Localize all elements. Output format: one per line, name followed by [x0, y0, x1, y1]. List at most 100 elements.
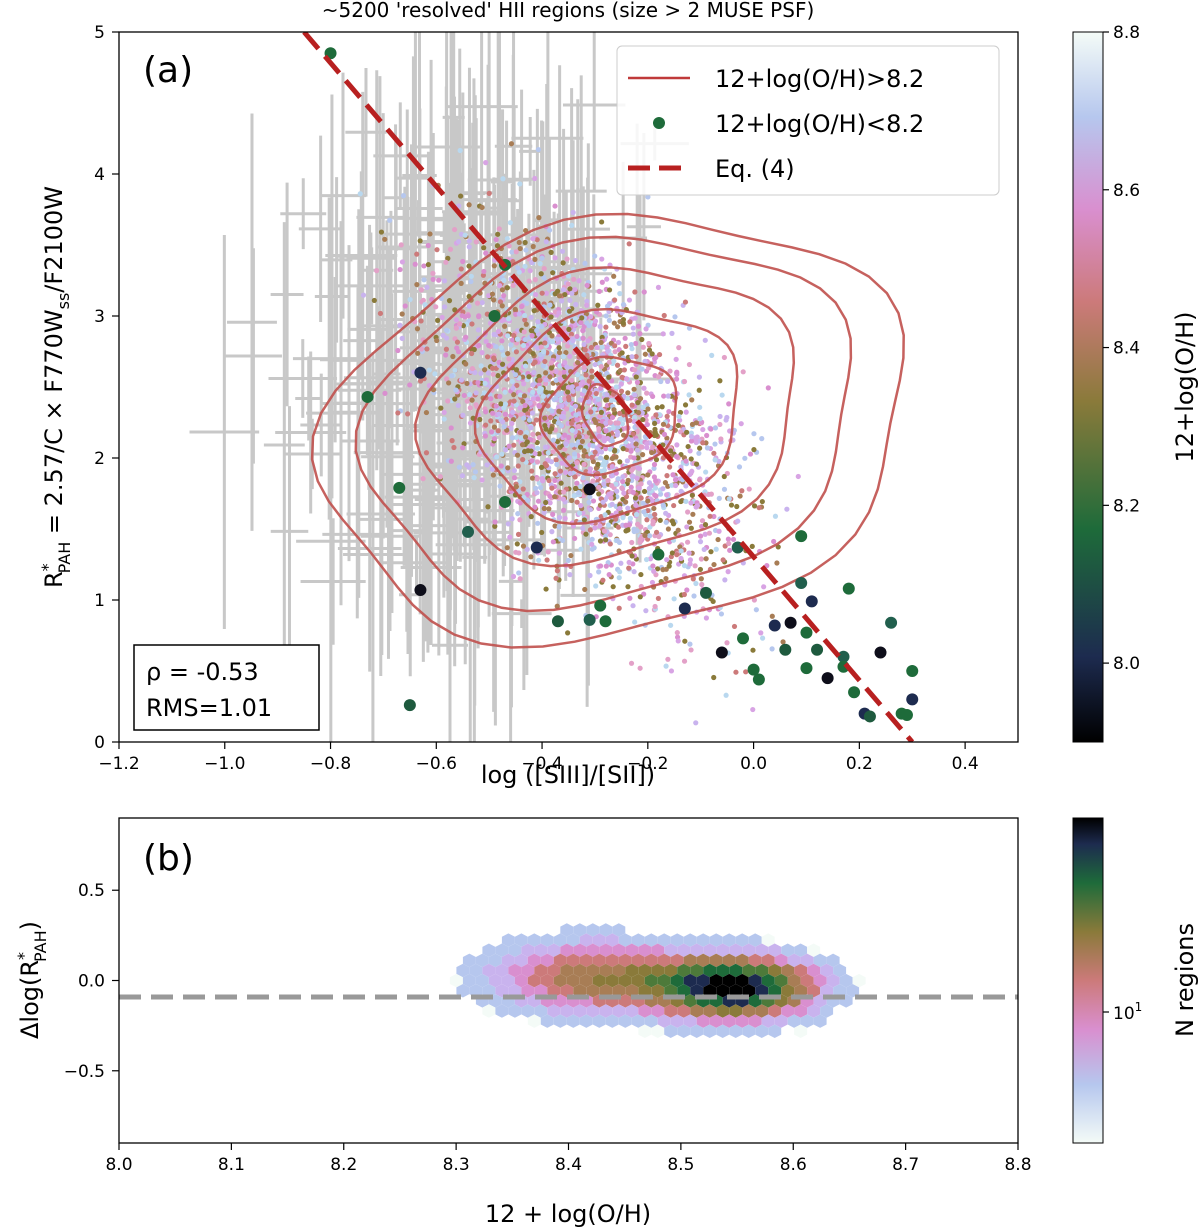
scatter-point — [527, 400, 533, 406]
scatter-point — [584, 298, 590, 304]
scatter-point — [418, 287, 425, 293]
error-bar — [275, 351, 347, 514]
scatter-point — [624, 376, 630, 382]
scatter-point — [552, 291, 558, 297]
scatter-point — [698, 556, 704, 562]
hex-bin — [703, 943, 717, 957]
scatter-point — [653, 412, 659, 418]
scatter-point — [620, 515, 626, 521]
scatter-point — [599, 344, 605, 350]
colorbar-tick-label: 8.8 — [1113, 23, 1140, 43]
hex-bin — [729, 943, 743, 957]
scatter-point — [688, 438, 695, 444]
y-tick-label: 5 — [94, 23, 105, 43]
hex-bin — [599, 1004, 613, 1018]
scatter-point — [491, 297, 497, 303]
scatter-point — [519, 303, 525, 310]
scatter-point — [510, 385, 516, 391]
hex-bin — [631, 953, 645, 968]
scatter-point — [539, 529, 545, 536]
scatter-point — [676, 413, 682, 420]
panel-b: 8.0 8.1 8.2 8.3 8.4 8.5 8.6 8.7 8.8 0.5 0.0 −0.5 (… — [14, 817, 1199, 1228]
hex-bin — [794, 943, 808, 957]
hex-bin — [612, 923, 626, 937]
scatter-point — [513, 367, 520, 373]
scatter-point — [538, 344, 544, 350]
hex-bin — [722, 973, 736, 988]
scatter-point — [650, 521, 656, 527]
hex-bin — [566, 973, 580, 988]
scatter-point — [602, 512, 608, 518]
scatter-point — [693, 720, 699, 726]
scatter-point — [529, 458, 535, 464]
hex-bin — [618, 1014, 632, 1028]
scatter-point — [560, 353, 567, 360]
hex-bin — [800, 953, 814, 968]
scatter-point — [515, 265, 521, 271]
scatter-point — [545, 450, 551, 456]
scatter-point — [561, 325, 567, 332]
scatter-point — [377, 310, 384, 317]
scatter-point — [665, 656, 671, 662]
scatter-point — [687, 448, 693, 454]
hex-bin — [742, 943, 756, 957]
scatter-point — [473, 239, 479, 245]
hex-bin — [657, 1014, 671, 1028]
hex-bin — [690, 1004, 704, 1018]
hex-bin — [755, 963, 769, 978]
scatter-point — [425, 261, 431, 268]
scatter-point — [728, 502, 735, 508]
scatter-point — [632, 315, 638, 321]
hex-bin — [508, 943, 522, 957]
scatter-point — [683, 498, 689, 505]
scatter-point — [458, 377, 465, 383]
hex-bin — [781, 984, 795, 998]
scatter-point — [505, 521, 511, 527]
hex-bin — [690, 984, 704, 998]
scatter-point — [547, 374, 553, 380]
scatter-point — [589, 541, 595, 547]
scatter-point — [652, 485, 659, 491]
scatter-point — [640, 452, 646, 458]
scatter-point — [615, 339, 622, 346]
hex-bin — [748, 933, 762, 947]
hex-bin — [683, 933, 697, 947]
scatter-point — [466, 202, 472, 208]
hex-bin — [514, 953, 528, 968]
scatter-point — [543, 389, 549, 395]
scatter-point — [520, 543, 527, 549]
scatter-point — [522, 227, 529, 234]
hex-bin — [677, 963, 691, 978]
hex-bin — [722, 933, 736, 947]
scatter-point — [689, 468, 695, 474]
hex-bin — [469, 963, 483, 978]
hex-bin — [618, 994, 632, 1008]
scatter-point — [654, 405, 660, 411]
scatter-point — [564, 364, 570, 370]
scatter-point — [565, 281, 571, 287]
scatter-point — [508, 342, 514, 348]
low-z-point — [863, 710, 876, 723]
scatter-point — [527, 358, 533, 364]
scatter-point — [543, 499, 549, 506]
scatter-point — [517, 405, 523, 411]
scatter-point — [520, 486, 526, 492]
error-bar — [292, 197, 366, 520]
scatter-point — [589, 546, 595, 552]
scatter-point — [504, 285, 510, 291]
scatter-point — [567, 297, 573, 303]
scatter-point — [652, 429, 658, 436]
scatter-point — [737, 493, 743, 499]
scatter-point — [571, 276, 577, 282]
scatter-point — [646, 340, 652, 347]
low-z-point — [906, 693, 919, 706]
scatter-point — [709, 352, 715, 358]
scatter-point — [581, 517, 587, 523]
scatter-point — [632, 392, 638, 398]
scatter-point — [397, 266, 403, 273]
scatter-point — [553, 395, 559, 401]
scatter-point — [491, 355, 497, 361]
hex-bin — [534, 1004, 548, 1018]
scatter-point — [640, 404, 646, 410]
scatter-point — [672, 477, 679, 483]
